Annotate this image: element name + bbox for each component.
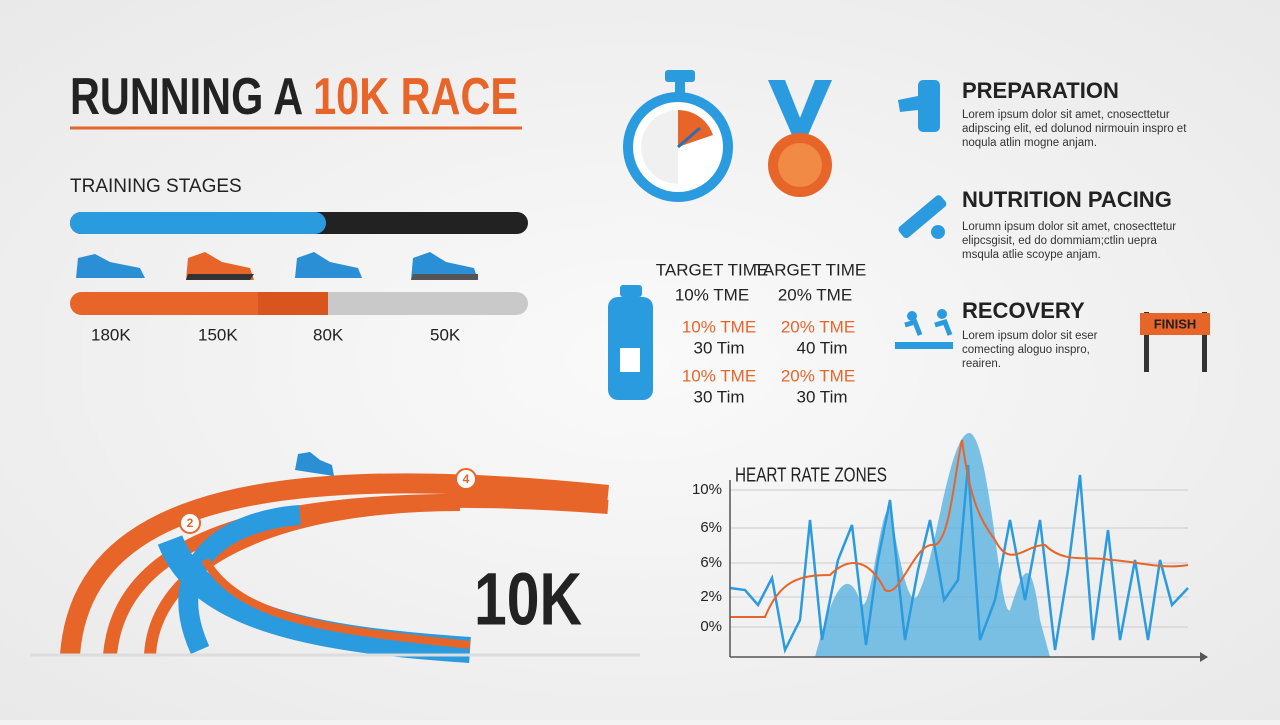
track-lane (157, 534, 471, 663)
section-text: Lorem ipsum dolor sit eser (962, 330, 1098, 342)
icon-bottle (918, 80, 940, 132)
bottle-icon (608, 285, 653, 400)
icon-runner-body (904, 318, 953, 336)
shoe (76, 254, 145, 278)
marker-label: 2 (187, 516, 194, 530)
stopwatch-shade (641, 110, 678, 184)
icon-bar (898, 195, 947, 239)
shoes (76, 252, 478, 280)
tick-label: 10% (692, 481, 722, 498)
icon-runner (907, 311, 917, 321)
section-text: noqula atlin mogne anjam. (962, 137, 1097, 149)
section-icons (895, 80, 953, 349)
table-header: TARGET TIME (656, 260, 768, 279)
sign-board (1140, 313, 1210, 335)
zone-line (729, 464, 1189, 654)
section-text: msqula atlie scoype anjam. (962, 249, 1101, 261)
section-text: reairen. (962, 358, 1001, 370)
table-cell: 30 Tim (693, 387, 744, 406)
section-text: comecting aloguo inspro, (962, 344, 1090, 356)
distance-label: 10K (474, 558, 582, 641)
stage-label: 180K (91, 325, 131, 344)
title: RUNNING A 10K RACE (70, 68, 518, 126)
section-title: TRAINING STAGES (70, 176, 242, 197)
medal-icon (768, 80, 832, 197)
tick-label: 2% (700, 588, 722, 605)
track-lane (201, 557, 471, 649)
section-text: Lorumn ipsum dolor sit amet, cnosecttetu… (962, 221, 1176, 233)
table-cell: 20% TME (781, 366, 855, 385)
table-cell: 30 Tim (693, 338, 744, 357)
shoe-sole (411, 274, 478, 280)
tick-label: 0% (700, 618, 722, 635)
icon-runner (937, 309, 947, 319)
table-cell: 30 Tim (796, 387, 847, 406)
shoe (295, 252, 362, 278)
shoe-sole (186, 274, 254, 280)
track-marker (179, 512, 201, 534)
heart-rate-panel (729, 432, 1208, 662)
stage-label: 50K (430, 325, 461, 344)
sign-post (1144, 312, 1149, 372)
title-part: RUNNING A (70, 68, 313, 126)
target-table: TARGET TIME TARGET TIME 10% TME 20% TME … (656, 260, 866, 406)
track-lane (178, 505, 301, 655)
shoe (295, 452, 334, 476)
axis-arrow (1200, 652, 1208, 662)
stopwatch-hand (677, 126, 701, 149)
stage-label: 80K (313, 325, 344, 344)
medal-ribbon (768, 80, 832, 135)
section-text: adipscing elit, ed dolunod nirmouin insp… (962, 123, 1187, 135)
zone-area (815, 432, 1050, 657)
section-text: Lorem ipsum dolor sit amet, cnosecttetur (962, 109, 1170, 121)
marker-label: 4 (463, 472, 470, 486)
title-part: 10K RACE (313, 68, 518, 126)
table-cell: 10% TME (675, 285, 749, 304)
progress-fill (70, 212, 326, 234)
stopwatch-icon (623, 70, 733, 202)
table-header: TARGET TIME (754, 260, 866, 279)
progress-fill (258, 292, 328, 315)
section-heading: NUTRITION PACING (962, 187, 1172, 212)
track-lane (144, 499, 461, 656)
chart-title: HEART RATE ZONES (735, 464, 887, 486)
medal-inner (778, 143, 822, 187)
finish-sign: FINISH (1140, 312, 1210, 372)
icon-dot (931, 225, 945, 239)
section-heading: RECOVERY (962, 298, 1085, 323)
shoe (411, 252, 478, 280)
tick-label: 6% (700, 519, 722, 536)
track-marker (455, 468, 477, 490)
table-cell: 20% TME (781, 317, 855, 336)
shoe (186, 252, 254, 280)
table-cell: 40 Tim (796, 338, 847, 357)
sign-post (1202, 312, 1207, 372)
icon-shape (898, 96, 918, 112)
bottle-cap (620, 285, 642, 297)
bottle-label (620, 348, 640, 372)
table-cell: 10% TME (682, 317, 756, 336)
stopwatch-stem (675, 80, 685, 94)
zone-line (730, 439, 1189, 618)
table-cell: 10% TME (682, 366, 756, 385)
section-text: elipcsgisit, ed do dommiam;ctlin uepra (962, 235, 1158, 247)
tick-label: 6% (700, 554, 722, 571)
table-cell: 20% TME (778, 285, 852, 304)
stopwatch-button (665, 70, 695, 82)
stage-label: 150K (198, 325, 238, 344)
section-heading: PREPARATION (962, 78, 1119, 103)
sign-text: FINISH (1154, 316, 1197, 331)
icon-base (895, 342, 953, 349)
